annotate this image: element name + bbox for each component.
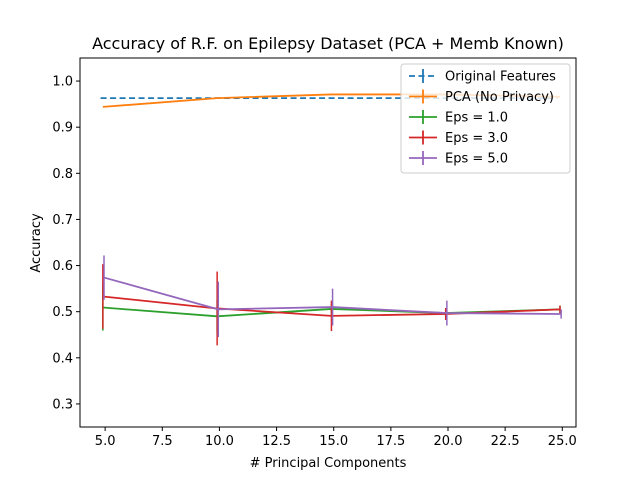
x-tick-label: 12.5 (262, 434, 291, 449)
y-tick-label: 0.5 (52, 305, 73, 320)
y-tick-label: 0.3 (52, 397, 73, 412)
x-tick-label: 22.5 (491, 434, 520, 449)
legend-item: PCA (No Privacy) (409, 89, 554, 105)
y-tick-label: 1.0 (52, 75, 73, 90)
x-axis-label: # Principal Components (250, 456, 407, 471)
legend-item: Original Features (409, 69, 556, 85)
x-tick-label: 10.0 (205, 434, 234, 449)
x-tick-label: 20.0 (434, 434, 463, 449)
series-line (102, 295, 561, 317)
x-tick-label: 15.0 (319, 434, 348, 449)
series-line (103, 276, 562, 315)
legend-item: Eps = 5.0 (409, 151, 508, 167)
chart-title: Accuracy of R.F. on Epilepsy Dataset (PC… (92, 34, 564, 53)
series-4 (103, 255, 562, 338)
x-tick-label: 17.5 (376, 434, 405, 449)
y-tick-label: 0.6 (52, 259, 73, 274)
legend-label: Eps = 3.0 (445, 131, 508, 146)
y-tick-label: 0.7 (52, 213, 73, 228)
y-tick-label: 0.4 (52, 351, 73, 366)
legend-item: Eps = 3.0 (409, 130, 508, 146)
legend: Original Features PCA (No Privacy) Eps = 1… (400, 63, 571, 174)
series-layer (100, 93, 562, 346)
legend-item: Eps = 1.0 (409, 110, 508, 126)
x-tick-label: 5.0 (95, 434, 116, 449)
legend-label: Eps = 1.0 (445, 111, 508, 126)
legend-label: Eps = 5.0 (445, 152, 508, 167)
legend-label: PCA (No Privacy) (445, 90, 554, 105)
plot-frame (79, 57, 577, 428)
y-tick-label: 0.8 (52, 167, 73, 182)
x-tick-label: 25.0 (548, 434, 577, 449)
y-axis-label: Accuracy (29, 213, 44, 273)
legend-box (400, 63, 571, 174)
y-tick-label: 0.9 (52, 121, 73, 136)
axes-layer: 5.0 7.5 10.0 12.5 15.0 17.5 20.0 22.5 25.0 0.3 0.4… (52, 57, 577, 449)
legend-label: Original Features (445, 70, 556, 85)
x-tick-label: 7.5 (152, 434, 173, 449)
